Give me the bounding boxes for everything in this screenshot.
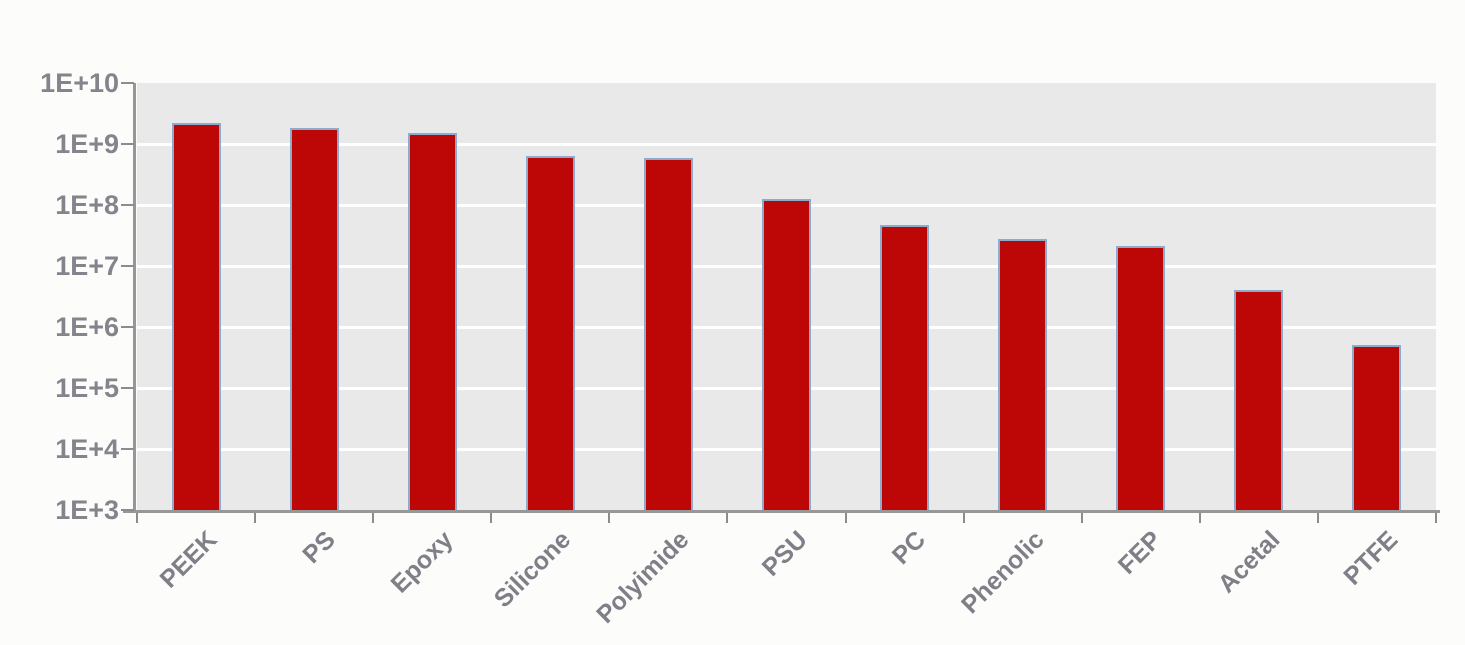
bar-phenolic — [998, 239, 1048, 510]
y-axis-tick — [121, 326, 134, 328]
plot-area — [121, 82, 1440, 523]
bar-ps — [289, 128, 339, 510]
x-axis-tick — [1435, 513, 1437, 523]
y-tick-label: 1E+4 — [55, 434, 119, 464]
x-axis-tick — [136, 513, 138, 523]
y-tick-label: 1E+3 — [55, 495, 119, 525]
y-axis-tick — [121, 82, 134, 84]
x-axis-tick — [844, 513, 847, 523]
x-tick-label-peek: PEEK — [154, 525, 223, 594]
gridline — [137, 143, 1436, 146]
bar-epoxy — [407, 133, 457, 510]
x-tick-label-pc: PC — [886, 525, 931, 570]
x-axis-tick — [726, 513, 729, 523]
bar-polyimide — [643, 158, 693, 510]
bar-fep — [1116, 246, 1166, 510]
x-axis-tick — [962, 513, 965, 523]
y-tick-label: 1E+5 — [55, 373, 119, 403]
x-axis-tick — [490, 513, 493, 523]
x-tick-label-psu: PSU — [756, 525, 813, 582]
x-tick-label-acetal: Acetal — [1212, 525, 1286, 599]
x-tick-label-silicone: Silicone — [489, 525, 577, 614]
x-tick-label-ptfe: PTFE — [1338, 525, 1404, 591]
bar-acetal — [1234, 290, 1284, 510]
y-axis-tick — [121, 387, 134, 389]
y-tick-label: 1E+7 — [55, 251, 119, 281]
x-axis-tick — [608, 513, 611, 523]
y-axis-line — [133, 83, 136, 513]
y-axis-tick — [121, 509, 134, 511]
x-axis-line — [123, 510, 1440, 513]
bar-ptfe — [1352, 345, 1402, 510]
y-tick-label: 1E+9 — [55, 129, 119, 159]
x-axis-tick — [254, 513, 257, 523]
x-axis-tick — [372, 513, 375, 523]
x-tick-label-phenolic: Phenolic — [955, 525, 1050, 620]
x-axis-tick — [1198, 513, 1201, 523]
y-tick-label: 1E+8 — [55, 190, 119, 220]
y-axis-tick — [121, 448, 134, 450]
x-axis-tick — [1316, 513, 1319, 523]
x-tick-label-epoxy: Epoxy — [385, 525, 459, 599]
x-tick-label-fep: FEP — [1112, 525, 1168, 580]
bar-psu — [762, 199, 811, 510]
y-axis-tick — [121, 204, 134, 206]
x-tick-label-ps: PS — [297, 525, 341, 569]
y-tick-label: 1E+10 — [40, 68, 119, 98]
bar-pc — [880, 225, 930, 510]
bar-silicone — [525, 156, 575, 510]
y-tick-label: 1E+6 — [55, 312, 119, 342]
y-axis-tick — [121, 143, 134, 145]
x-tick-label-polyimide: Polyimide — [591, 525, 695, 629]
x-axis-tick — [1080, 513, 1083, 523]
bar-peek — [171, 123, 221, 510]
y-axis-tick — [121, 265, 134, 267]
y-axis-labels: 1E+10 1E+9 1E+8 1E+7 1E+6 1E+5 1E+4 1E+3 — [0, 70, 119, 524]
